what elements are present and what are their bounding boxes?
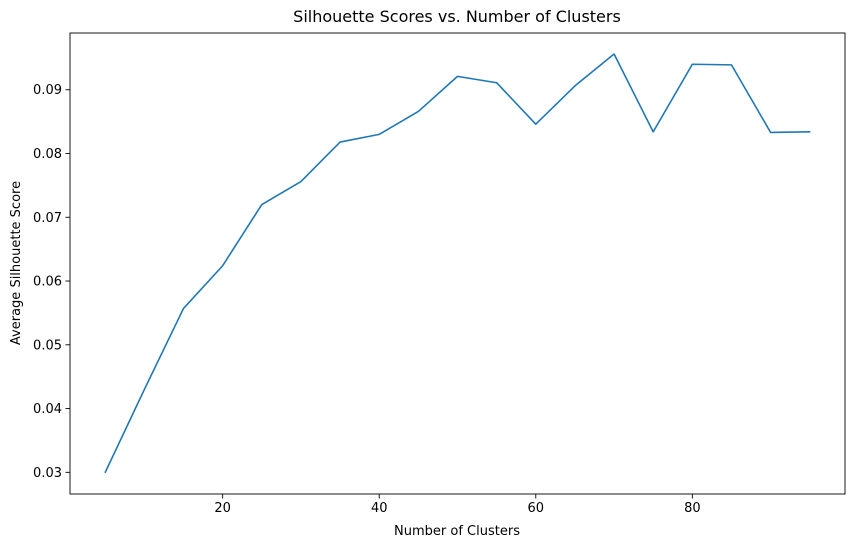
chart-title: Silhouette Scores vs. Number of Clusters <box>293 7 621 26</box>
x-axis-title: Number of Clusters <box>394 524 520 539</box>
y-tick-label: 0.07 <box>33 211 62 226</box>
y-axis-title: Average Silhouette Score <box>9 181 24 345</box>
y-tick-label: 0.09 <box>33 83 62 98</box>
x-tick-label: 60 <box>528 501 545 516</box>
x-tick-label: 80 <box>684 501 701 516</box>
plot-area: 20 40 60 80 0.03 0.04 0.05 0.06 0.07 0.08 0.09 <box>33 32 846 516</box>
x-tick-label: 20 <box>214 501 231 516</box>
y-tick-label: 0.04 <box>33 402 62 417</box>
x-tick-label: 40 <box>371 501 388 516</box>
plot-frame <box>69 32 846 495</box>
y-tick-label: 0.03 <box>33 466 62 481</box>
y-tick-label: 0.05 <box>33 338 62 353</box>
series-line-1 <box>104 53 811 474</box>
y-tick-label: 0.06 <box>33 275 62 290</box>
y-tick-label: 0.08 <box>33 147 62 162</box>
